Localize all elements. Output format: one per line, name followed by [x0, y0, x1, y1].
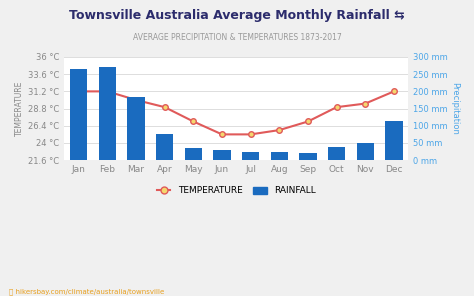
Bar [156, 134, 173, 160]
Bar [70, 69, 87, 160]
Legend: TEMPERATURE, RAINFALL: TEMPERATURE, RAINFALL [153, 183, 319, 199]
Bar [213, 150, 231, 160]
Y-axis label: Precipitation: Precipitation [450, 82, 459, 135]
Bar [128, 96, 145, 160]
Bar [242, 152, 259, 160]
Bar [99, 67, 116, 160]
Bar [385, 121, 402, 160]
Text: AVERAGE PRECIPITATION & TEMPERATURES 1873-2017: AVERAGE PRECIPITATION & TEMPERATURES 187… [133, 33, 341, 41]
Text: Townsville Australia Average Monthly Rainfall ⇆: Townsville Australia Average Monthly Rai… [69, 9, 405, 22]
Y-axis label: TEMPERATURE: TEMPERATURE [15, 81, 24, 136]
Text: ⦿ hikersbay.com/climate/australia/townsville: ⦿ hikersbay.com/climate/australia/townsv… [9, 288, 165, 295]
Bar [271, 152, 288, 160]
Bar [185, 148, 202, 160]
Bar [300, 153, 317, 160]
Bar [357, 143, 374, 160]
Bar [328, 147, 345, 160]
